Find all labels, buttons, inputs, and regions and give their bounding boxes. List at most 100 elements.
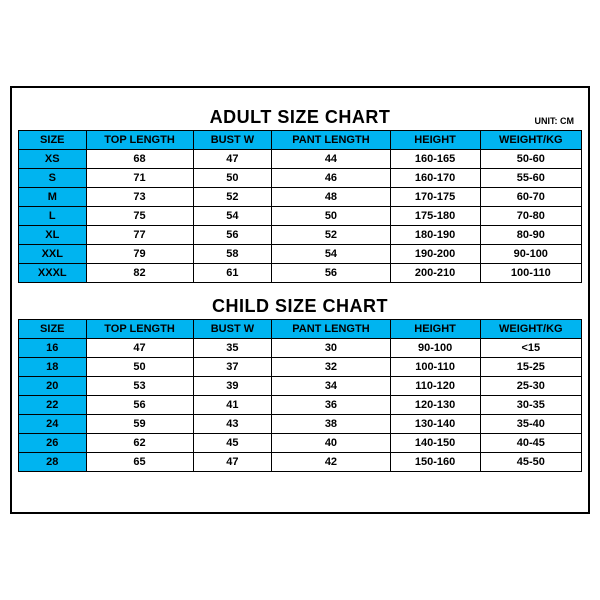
cell: 120-130: [390, 396, 480, 415]
cell-size: S: [19, 169, 87, 188]
cell-size: 26: [19, 434, 87, 453]
unit-label: UNIT: CM: [535, 116, 575, 126]
col-size: SIZE: [19, 131, 87, 150]
cell: 42: [272, 453, 390, 472]
table-row: S715046160-17055-60: [19, 169, 582, 188]
cell: 150-160: [390, 453, 480, 472]
cell: 52: [193, 188, 272, 207]
cell: 82: [86, 264, 193, 283]
cell-size: L: [19, 207, 87, 226]
table-row: L755450175-18070-80: [19, 207, 582, 226]
cell-size: 16: [19, 339, 87, 358]
cell: 36: [272, 396, 390, 415]
table-row: M735248170-17560-70: [19, 188, 582, 207]
cell: 30-35: [480, 396, 581, 415]
cell: 130-140: [390, 415, 480, 434]
cell: 25-30: [480, 377, 581, 396]
col-pant-length: PANT LENGTH: [272, 131, 390, 150]
table-row: 22564136120-13030-35: [19, 396, 582, 415]
cell: 50: [193, 169, 272, 188]
cell: 43: [193, 415, 272, 434]
table-header-row: SIZE TOP LENGTH BUST W PANT LENGTH HEIGH…: [19, 320, 582, 339]
cell: 62: [86, 434, 193, 453]
cell: 140-150: [390, 434, 480, 453]
cell: 70-80: [480, 207, 581, 226]
col-bust-w: BUST W: [193, 131, 272, 150]
table-header-row: SIZE TOP LENGTH BUST W PANT LENGTH HEIGH…: [19, 131, 582, 150]
cell: 56: [86, 396, 193, 415]
cell-size: XS: [19, 150, 87, 169]
table-row: XL775652180-19080-90: [19, 226, 582, 245]
cell-size: 28: [19, 453, 87, 472]
cell: 110-120: [390, 377, 480, 396]
table-row: 20533934110-12025-30: [19, 377, 582, 396]
col-weight: WEIGHT/KG: [480, 320, 581, 339]
cell-size: 18: [19, 358, 87, 377]
cell: 39: [193, 377, 272, 396]
col-height: HEIGHT: [390, 320, 480, 339]
table-row: 26624540140-15040-45: [19, 434, 582, 453]
cell: 50-60: [480, 150, 581, 169]
table-row: XXXL826156200-210100-110: [19, 264, 582, 283]
table-row: 1647353090-100<15: [19, 339, 582, 358]
col-pant-length: PANT LENGTH: [272, 320, 390, 339]
cell: 40-45: [480, 434, 581, 453]
child-title: CHILD SIZE CHART: [212, 296, 388, 317]
table-row: 28654742150-16045-50: [19, 453, 582, 472]
cell: 56: [272, 264, 390, 283]
cell: 79: [86, 245, 193, 264]
cell: 65: [86, 453, 193, 472]
col-height: HEIGHT: [390, 131, 480, 150]
cell: 45: [193, 434, 272, 453]
cell: 48: [272, 188, 390, 207]
size-chart-container: ADULT SIZE CHART UNIT: CM SIZE TOP LENGT…: [10, 86, 590, 514]
col-bust-w: BUST W: [193, 320, 272, 339]
cell: 34: [272, 377, 390, 396]
cell: 40: [272, 434, 390, 453]
cell: 41: [193, 396, 272, 415]
cell: 180-190: [390, 226, 480, 245]
cell: 52: [272, 226, 390, 245]
cell: 37: [193, 358, 272, 377]
cell: 30: [272, 339, 390, 358]
cell-size: XXXL: [19, 264, 87, 283]
cell: 44: [272, 150, 390, 169]
cell: 175-180: [390, 207, 480, 226]
cell-size: XXL: [19, 245, 87, 264]
child-title-row: CHILD SIZE CHART: [18, 283, 582, 317]
col-top-length: TOP LENGTH: [86, 320, 193, 339]
adult-title: ADULT SIZE CHART: [210, 107, 391, 128]
adult-title-row: ADULT SIZE CHART UNIT: CM: [18, 94, 582, 128]
cell: 45-50: [480, 453, 581, 472]
table-row: XXL795854190-20090-100: [19, 245, 582, 264]
cell: 35-40: [480, 415, 581, 434]
cell: 71: [86, 169, 193, 188]
cell-size: 24: [19, 415, 87, 434]
child-size-table: SIZE TOP LENGTH BUST W PANT LENGTH HEIGH…: [18, 319, 582, 472]
table-row: 24594338130-14035-40: [19, 415, 582, 434]
col-top-length: TOP LENGTH: [86, 131, 193, 150]
cell: 38: [272, 415, 390, 434]
cell: 50: [86, 358, 193, 377]
table-row: XS684744160-16550-60: [19, 150, 582, 169]
cell: 15-25: [480, 358, 581, 377]
cell-size: XL: [19, 226, 87, 245]
cell: 77: [86, 226, 193, 245]
cell: 90-100: [390, 339, 480, 358]
cell: 160-165: [390, 150, 480, 169]
cell: 200-210: [390, 264, 480, 283]
cell: 68: [86, 150, 193, 169]
cell: 190-200: [390, 245, 480, 264]
cell: 61: [193, 264, 272, 283]
cell: 90-100: [480, 245, 581, 264]
cell-size: M: [19, 188, 87, 207]
cell: 59: [86, 415, 193, 434]
cell: 73: [86, 188, 193, 207]
cell: 100-110: [480, 264, 581, 283]
table-row: 18503732100-11015-25: [19, 358, 582, 377]
cell: 47: [193, 150, 272, 169]
cell: 56: [193, 226, 272, 245]
cell: 55-60: [480, 169, 581, 188]
cell: 50: [272, 207, 390, 226]
cell: 160-170: [390, 169, 480, 188]
